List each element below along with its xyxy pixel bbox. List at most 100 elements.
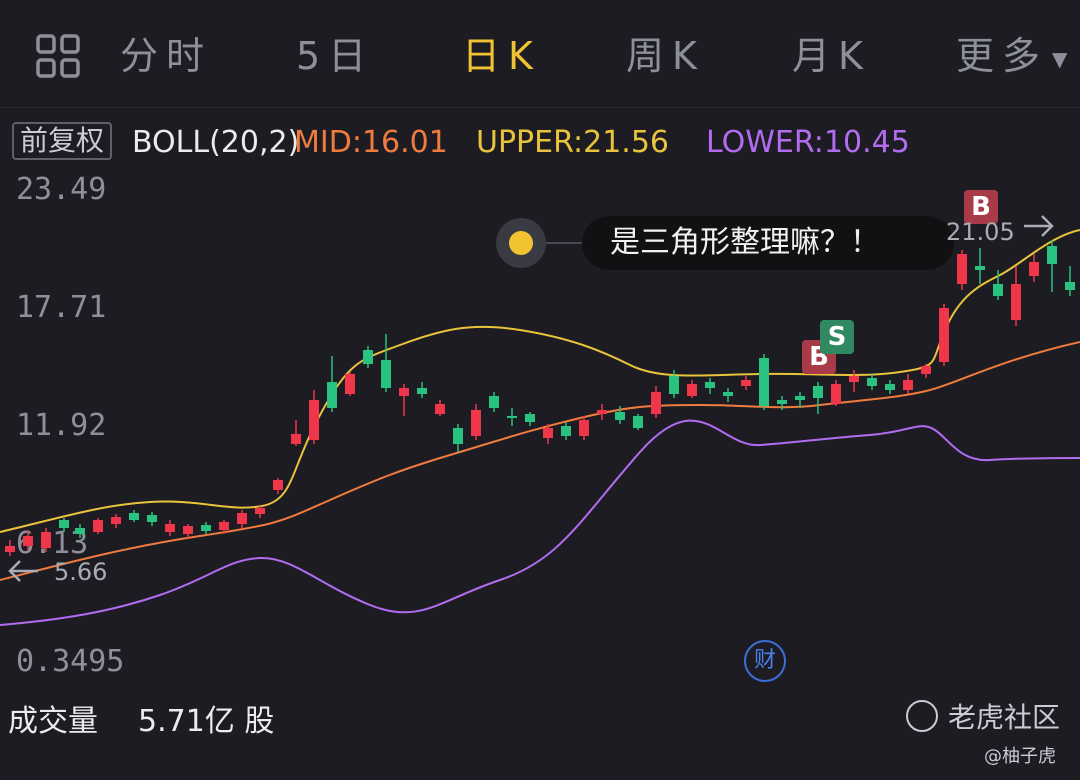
volume-value: 5.71亿 股 — [138, 704, 275, 739]
candle-body — [345, 374, 355, 394]
candle-body — [291, 434, 301, 444]
candle-body — [957, 254, 967, 284]
candle-body — [363, 350, 373, 364]
candle-body — [219, 522, 229, 530]
candle-body — [741, 380, 751, 386]
candle-body — [705, 382, 715, 388]
y-axis-label-2: 17.71 — [16, 290, 107, 325]
candle-body — [59, 520, 69, 528]
candle-body — [867, 378, 877, 386]
tab-more[interactable]: 更多 ▼ — [956, 30, 1067, 82]
indicator-name[interactable]: BOLL(20,2) — [132, 125, 300, 160]
y-axis-label-bottom: 0.3495 — [16, 644, 125, 679]
candle-body — [111, 517, 121, 524]
candle-body — [831, 384, 841, 404]
watermark-brand: 老虎社区 — [948, 701, 1061, 734]
boll-upper-line — [0, 229, 1080, 533]
period-tab-bar: 分时 5日 日K 周K 月K 更多 ▼ — [0, 0, 1080, 108]
candle-body — [723, 392, 733, 396]
candle-body — [471, 410, 481, 436]
tab-five-day[interactable]: 5日 — [296, 34, 375, 78]
boll-upper-value: UPPER:21.56 — [476, 125, 670, 160]
y-axis-label-3: 11.92 — [16, 408, 107, 443]
tab-more-label: 更多 — [956, 34, 1049, 78]
candle-body — [201, 525, 211, 531]
indicator-row: 前复权 BOLL(20,2) MID:16.01 UPPER:21.56 LOW… — [0, 118, 1080, 168]
candle-body — [1011, 284, 1021, 320]
candle-body — [561, 426, 571, 436]
candle-body — [543, 428, 553, 438]
caret-down-icon: ▼ — [1052, 46, 1068, 71]
candle-body — [273, 480, 283, 490]
candle-body — [381, 360, 391, 388]
candles — [5, 240, 1075, 556]
adjust-mode-button[interactable]: 前复权 — [12, 122, 113, 160]
candle-body — [489, 396, 499, 408]
candle-body — [255, 508, 265, 514]
candle-body — [1047, 246, 1057, 264]
candle-body — [41, 532, 51, 548]
tab-intraday[interactable]: 分时 — [120, 34, 213, 78]
candle-body — [633, 416, 643, 428]
low-price-tag: 5.66 — [54, 558, 108, 586]
candle-body — [651, 392, 661, 414]
candle-body — [849, 376, 859, 382]
candle-body — [579, 420, 589, 436]
candle-body — [597, 410, 607, 414]
candle-body — [1029, 262, 1039, 276]
candle-body — [23, 536, 33, 546]
arrow-right-icon — [1024, 215, 1054, 237]
candle-body — [93, 520, 103, 532]
grid-menu-icon[interactable] — [36, 34, 82, 78]
bubble-connector — [546, 242, 582, 244]
candle-body — [921, 366, 931, 374]
candlestick-chart[interactable] — [0, 160, 1080, 700]
candle-body — [669, 376, 679, 394]
candle-body — [975, 266, 985, 270]
candle-body — [183, 526, 193, 534]
comment-bubble[interactable]: 是三角形整理嘛？！ — [582, 216, 954, 270]
candle-body — [777, 400, 787, 404]
candle-body — [795, 396, 805, 400]
candle-body — [309, 400, 319, 440]
tab-daily-k[interactable]: 日K — [462, 34, 541, 78]
boll-mid-value: MID:16.01 — [294, 125, 448, 160]
candle-body — [687, 384, 697, 396]
candle-body — [129, 513, 139, 520]
comment-dot-icon — [509, 231, 533, 255]
high-price-tag: 21.05 — [946, 218, 1015, 246]
boll-lower-line — [0, 419, 1080, 626]
candle-body — [147, 515, 157, 522]
candle-body — [813, 386, 823, 398]
tab-weekly-k[interactable]: 周K — [626, 34, 705, 78]
candle-body — [759, 358, 769, 406]
candle-body — [75, 528, 85, 534]
candle-body — [939, 308, 949, 362]
candle-body — [615, 412, 625, 420]
boll-lower-value: LOWER:10.45 — [706, 125, 910, 160]
candle-body — [327, 382, 337, 408]
y-axis-label-top: 23.49 — [16, 172, 107, 207]
boll-mid-line — [0, 341, 1080, 581]
candle-body — [399, 388, 409, 396]
sell-marker[interactable]: S — [820, 320, 854, 354]
arrow-left-icon — [8, 560, 38, 582]
candle-body — [5, 546, 15, 552]
buy-marker[interactable]: B — [964, 190, 998, 224]
candle-body — [417, 388, 427, 394]
candle-body — [885, 384, 895, 390]
candle-body — [165, 524, 175, 532]
candle-body — [435, 404, 445, 414]
tab-monthly-k[interactable]: 月K — [792, 34, 871, 78]
candle-body — [993, 284, 1003, 296]
candle-body — [1065, 282, 1075, 290]
candle-body — [525, 414, 535, 422]
comment-marker[interactable] — [496, 218, 546, 268]
author-name: @柚子虎 — [984, 746, 1056, 767]
candle-body — [237, 513, 247, 524]
candle-body — [453, 428, 463, 444]
tiger-logo-icon — [906, 700, 938, 732]
earnings-icon[interactable]: 财 — [744, 640, 786, 682]
volume-label: 成交量 — [8, 704, 98, 739]
candle-body — [903, 380, 913, 390]
